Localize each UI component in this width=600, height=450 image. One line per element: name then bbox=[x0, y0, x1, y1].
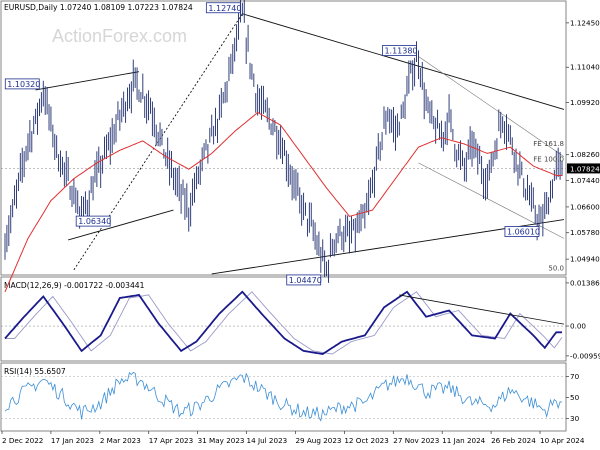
watermark: ActionForex.com bbox=[52, 26, 187, 46]
price-layer: 1.10320 1.06340 1.12740 1.04470 1.11380 1.060… bbox=[1, 0, 566, 293]
x-tick-label: 29 Aug 2023 bbox=[295, 436, 341, 445]
price-label-box bbox=[205, 2, 241, 14]
x-tick-label: 2 Dec 2022 bbox=[2, 436, 43, 445]
price-panel-frame bbox=[0, 0, 567, 276]
price-label: 1.06340 bbox=[78, 217, 111, 226]
trendline-upper-main bbox=[242, 13, 565, 110]
price-y-tick-label: 1.09920 bbox=[570, 98, 600, 107]
price-label-box bbox=[75, 215, 111, 227]
channel-upper bbox=[418, 56, 565, 157]
x-tick-label: 10 Apr 2024 bbox=[540, 436, 585, 445]
price-y-tick-label: 1.08260 bbox=[570, 150, 600, 159]
x-tick-label: 11 Jan 2024 bbox=[442, 436, 486, 445]
trendline-upper-left bbox=[35, 71, 140, 91]
x-axis: 2 Dec 2022 17 Jan 2023 2 Mar 2023 17 Apr 20… bbox=[1, 431, 585, 445]
x-tick-label: 26 Feb 2024 bbox=[491, 436, 536, 445]
x-tick-label: 2 Mar 2023 bbox=[100, 436, 141, 445]
macd-y-tick-label: 0.00 bbox=[570, 322, 586, 331]
chart-title: EURUSD,Daily 1.07240 1.08109 1.07223 1.0… bbox=[4, 3, 193, 12]
price-y-tick-label: 1.05780 bbox=[570, 228, 600, 237]
price-y-tick-label: 1.12450 bbox=[570, 18, 600, 27]
price-label-box bbox=[504, 226, 540, 237]
x-tick-label: 27 Nov 2023 bbox=[393, 436, 439, 445]
x-tick-label: 31 May 2023 bbox=[198, 436, 245, 445]
last-price-box bbox=[567, 163, 600, 174]
price-y-tick-label: 1.06600 bbox=[570, 202, 600, 211]
fe-label: 50.0 bbox=[548, 264, 564, 272]
channel-lower bbox=[418, 162, 565, 239]
price-y-tick-label: 1.11040 bbox=[570, 63, 600, 72]
rsi-y-tick-label: 70 bbox=[570, 372, 580, 381]
price-label: 1.04470 bbox=[289, 276, 322, 285]
price-label-box bbox=[382, 45, 417, 56]
rsi-y-tick-label: 50 bbox=[570, 393, 580, 402]
macd-trendline bbox=[399, 294, 564, 325]
price-label: 1.10320 bbox=[7, 80, 40, 89]
price-y-tick-label: 1.04940 bbox=[570, 255, 600, 264]
price-label: 1.12740 bbox=[208, 4, 241, 13]
rsi-panel-frame bbox=[0, 362, 567, 432]
price-label: 1.06010 bbox=[507, 227, 540, 236]
y-axis: 1.12450 1.11040 1.09920 1.08260 1.07440 1.066… bbox=[566, 18, 600, 423]
rsi-layer bbox=[1, 371, 566, 422]
macd-y-tick-label: 0.013867 bbox=[570, 278, 600, 287]
macd-panel-frame bbox=[0, 276, 567, 362]
moving-average-line bbox=[4, 111, 562, 293]
fe-label: FE 161.8 bbox=[533, 140, 564, 148]
x-tick-label: 17 Apr 2023 bbox=[149, 436, 193, 445]
rsi-y-tick-label: 30 bbox=[570, 414, 580, 423]
x-tick-label: 17 Jan 2023 bbox=[51, 436, 94, 445]
x-tick-label: 12 Oct 2023 bbox=[344, 436, 388, 445]
macd-y-tick-label: -0.009599 bbox=[570, 351, 600, 360]
price-label-box bbox=[4, 78, 40, 90]
trendline-lower-left bbox=[68, 209, 174, 241]
macd-signal-line bbox=[5, 291, 563, 355]
macd-line bbox=[4, 290, 562, 355]
fe-label: FE 100.0 bbox=[533, 156, 564, 164]
price-label-box bbox=[286, 274, 322, 286]
rsi-line bbox=[4, 371, 563, 422]
last-price-label: 1.07824 bbox=[570, 164, 600, 173]
price-label: 1.11380 bbox=[384, 47, 417, 56]
price-y-tick-label: 1.07440 bbox=[570, 176, 600, 185]
macd-layer bbox=[1, 290, 566, 355]
rsi-label: RSI(14) 55.6507 bbox=[4, 367, 66, 376]
x-tick-label: 14 Jul 2023 bbox=[247, 436, 288, 445]
macd-label: MACD(12,26,9) -0.001722 -0.003441 bbox=[4, 281, 145, 290]
